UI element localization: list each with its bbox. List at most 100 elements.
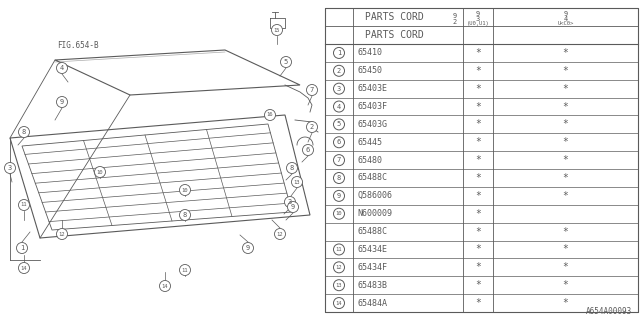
- Text: 12: 12: [59, 231, 65, 236]
- Text: *: *: [475, 280, 481, 290]
- Text: *: *: [475, 84, 481, 94]
- Text: 3: 3: [476, 16, 480, 22]
- Text: 15: 15: [274, 28, 280, 33]
- Text: 4: 4: [563, 16, 568, 22]
- Text: 10: 10: [97, 170, 103, 174]
- Circle shape: [275, 228, 285, 239]
- Text: *: *: [475, 155, 481, 165]
- Text: 65410: 65410: [357, 48, 382, 57]
- Text: 1: 1: [337, 50, 341, 56]
- Circle shape: [287, 202, 298, 212]
- Text: 11: 11: [20, 203, 28, 207]
- Text: 12: 12: [336, 265, 342, 270]
- Text: *: *: [563, 227, 568, 236]
- Circle shape: [56, 97, 67, 108]
- Text: 13: 13: [336, 283, 342, 288]
- Circle shape: [179, 185, 191, 196]
- Text: 14: 14: [162, 284, 168, 289]
- Text: 8: 8: [337, 175, 341, 181]
- Circle shape: [307, 122, 317, 132]
- Text: 65403E: 65403E: [357, 84, 387, 93]
- Text: (U0,U1): (U0,U1): [467, 21, 490, 26]
- Circle shape: [280, 57, 291, 68]
- Text: 12: 12: [276, 231, 284, 236]
- Text: 6: 6: [337, 139, 341, 145]
- Text: 65488C: 65488C: [357, 173, 387, 182]
- Circle shape: [243, 243, 253, 253]
- Circle shape: [287, 163, 298, 173]
- Circle shape: [303, 145, 314, 156]
- Text: 9: 9: [60, 99, 64, 105]
- Text: 14: 14: [20, 266, 28, 270]
- Text: 13: 13: [294, 180, 300, 185]
- Text: U<C0>: U<C0>: [557, 21, 573, 26]
- Text: *: *: [563, 155, 568, 165]
- Text: *: *: [563, 173, 568, 183]
- Text: 65403F: 65403F: [357, 102, 387, 111]
- Text: 65488C: 65488C: [357, 227, 387, 236]
- Text: N600009: N600009: [357, 209, 392, 218]
- Text: 4: 4: [60, 65, 64, 71]
- Text: *: *: [475, 173, 481, 183]
- Circle shape: [19, 262, 29, 274]
- Text: 4: 4: [337, 104, 341, 109]
- Text: PARTS CORD: PARTS CORD: [365, 12, 424, 22]
- Text: 1: 1: [20, 245, 24, 251]
- Text: *: *: [563, 48, 568, 58]
- Text: 2: 2: [310, 124, 314, 130]
- Text: 65484A: 65484A: [357, 299, 387, 308]
- Text: 65450: 65450: [357, 66, 382, 75]
- Text: 11: 11: [182, 268, 188, 273]
- Text: 5: 5: [337, 121, 341, 127]
- Text: 65403G: 65403G: [357, 120, 387, 129]
- Text: 9: 9: [476, 11, 480, 17]
- Text: 16: 16: [267, 113, 273, 117]
- Text: 14: 14: [336, 300, 342, 306]
- Circle shape: [264, 109, 275, 121]
- Text: 65434F: 65434F: [357, 263, 387, 272]
- Text: *: *: [563, 280, 568, 290]
- Text: PARTS CORD: PARTS CORD: [365, 30, 424, 40]
- Text: 8: 8: [290, 165, 294, 171]
- Circle shape: [307, 84, 317, 95]
- Text: *: *: [475, 209, 481, 219]
- Text: 8: 8: [22, 129, 26, 135]
- Circle shape: [4, 163, 15, 173]
- Text: 65445: 65445: [357, 138, 382, 147]
- Text: A654A00093: A654A00093: [586, 307, 632, 316]
- Circle shape: [19, 126, 29, 138]
- Text: 9: 9: [291, 204, 295, 210]
- Circle shape: [159, 281, 170, 292]
- Circle shape: [285, 196, 296, 207]
- Text: 10: 10: [336, 211, 342, 216]
- Text: *: *: [475, 262, 481, 272]
- Text: FIG.654-B: FIG.654-B: [57, 41, 99, 50]
- Text: *: *: [475, 101, 481, 112]
- Circle shape: [271, 25, 282, 36]
- Circle shape: [17, 243, 28, 253]
- Text: *: *: [475, 298, 481, 308]
- Circle shape: [291, 177, 303, 188]
- Circle shape: [179, 265, 191, 276]
- Text: *: *: [563, 262, 568, 272]
- Circle shape: [95, 166, 106, 178]
- Circle shape: [56, 228, 67, 239]
- Text: 11: 11: [336, 247, 342, 252]
- Text: 7: 7: [337, 157, 341, 163]
- Text: 6: 6: [306, 147, 310, 153]
- Text: 9: 9: [337, 193, 341, 199]
- Text: 65434E: 65434E: [357, 245, 387, 254]
- Text: *: *: [563, 101, 568, 112]
- Text: *: *: [563, 137, 568, 147]
- Text: *: *: [475, 48, 481, 58]
- Text: *: *: [475, 244, 481, 254]
- Text: *: *: [475, 227, 481, 236]
- Text: 9: 9: [563, 11, 568, 17]
- Text: 2: 2: [453, 19, 457, 25]
- Circle shape: [19, 199, 29, 211]
- Circle shape: [179, 210, 191, 220]
- Text: 7: 7: [310, 87, 314, 93]
- Text: *: *: [563, 84, 568, 94]
- Text: 3: 3: [288, 199, 292, 205]
- Text: *: *: [563, 244, 568, 254]
